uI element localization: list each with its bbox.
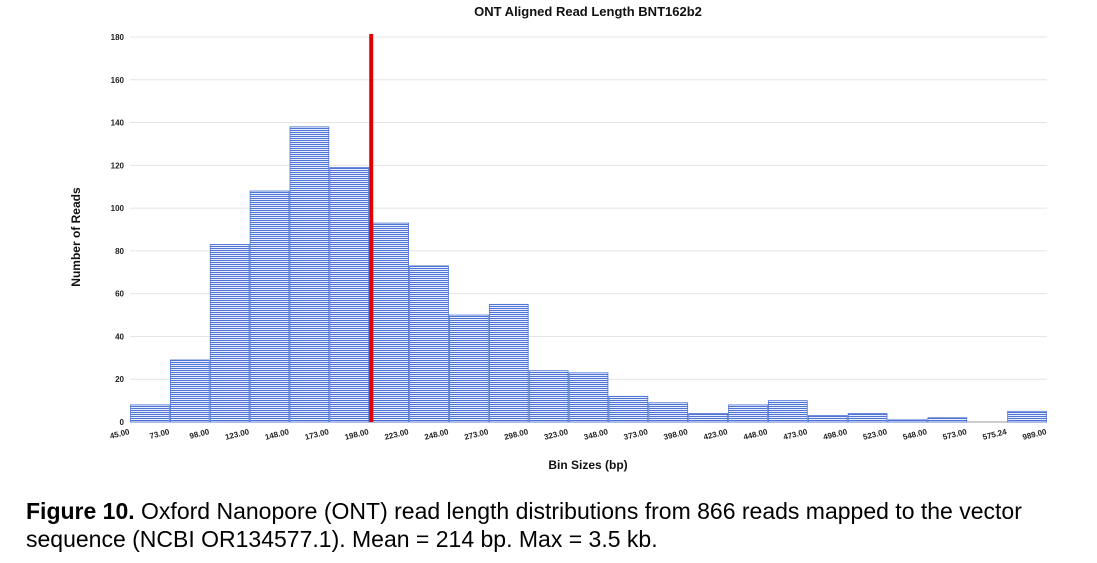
x-tick-label: 148.00 (264, 427, 290, 442)
y-tick-label: 80 (115, 247, 124, 256)
x-tick-label: 123.00 (224, 427, 250, 442)
x-tick-label: 523.00 (862, 427, 888, 442)
histogram-bar (648, 402, 689, 423)
histogram-bar (1007, 410, 1047, 423)
x-tick-label: 448.00 (742, 427, 768, 442)
histogram-bar (249, 190, 290, 423)
y-tick-label: 140 (111, 119, 125, 128)
histogram-bar (688, 413, 728, 423)
x-tick-label: 473.00 (782, 427, 808, 442)
y-tick-label: 160 (111, 76, 125, 85)
histogram-bar (329, 167, 370, 423)
histogram-bar (528, 370, 569, 423)
x-tick-label: 398.00 (663, 427, 689, 442)
histogram-bar (728, 404, 768, 423)
x-tick-label: 323.00 (543, 427, 569, 442)
chart-title: ONT Aligned Read Length BNT162b2 (474, 4, 702, 19)
histogram-bar (169, 359, 210, 423)
x-tick-label: 373.00 (623, 427, 649, 442)
histogram-bar (488, 303, 529, 423)
figure-label: Figure 10. (26, 498, 135, 524)
histogram-svg: 0 20 40 60 80 100 120 140 160 180 45.00 73.00 98.00… (69, 4, 1048, 472)
histogram-bar (568, 372, 609, 423)
x-tick-label: 248.00 (424, 427, 450, 442)
histogram-bar (807, 415, 848, 423)
x-tick-label: 298.00 (503, 427, 529, 442)
x-tick-label: 573.00 (942, 427, 968, 442)
y-tick-label: 180 (111, 33, 125, 42)
histogram-bar (847, 413, 888, 423)
y-tick-label: 0 (120, 418, 125, 427)
x-tick-labels: 45.00 73.00 98.00 123.00 148.00 173.00 198.00 2… (109, 427, 1048, 442)
y-tick-label: 120 (111, 161, 125, 170)
x-axis-label: Bin Sizes (bp) (548, 458, 627, 472)
figure-caption: Figure 10. Oxford Nanopore (ONT) read le… (26, 497, 1091, 553)
x-tick-label: 173.00 (304, 427, 330, 442)
x-tick-label: 223.00 (384, 427, 410, 442)
x-tick-label: 98.00 (189, 427, 211, 441)
histogram-bar (608, 395, 649, 423)
y-tick-labels: 0 20 40 60 80 100 120 140 160 180 (111, 33, 125, 427)
histogram-bar (289, 126, 330, 423)
x-tick-label: 45.00 (109, 427, 131, 441)
x-tick-label: 73.00 (149, 427, 171, 441)
histogram-bar (130, 404, 170, 423)
histogram-bar (449, 314, 489, 423)
x-tick-label: 498.00 (822, 427, 848, 442)
y-tick-label: 100 (111, 204, 125, 213)
x-tick-label: 273.00 (463, 427, 489, 442)
y-tick-label: 40 (115, 332, 124, 341)
x-tick-label: 348.00 (583, 427, 609, 442)
y-tick-label: 60 (115, 290, 124, 299)
caption-text: Oxford Nanopore (ONT) read length distri… (26, 498, 1022, 552)
x-tick-label: 548.00 (902, 427, 928, 442)
histogram-bar (768, 400, 808, 423)
x-tick-label: 575.24 (982, 427, 1008, 442)
histogram-bar (887, 419, 928, 423)
y-axis-label: Number of Reads (69, 187, 83, 287)
histogram-bar (209, 244, 250, 423)
histogram-chart: 0 20 40 60 80 100 120 140 160 180 45.00 73.00 98.00… (69, 4, 1048, 472)
histogram-bar (409, 265, 449, 423)
y-tick-label: 20 (115, 375, 124, 384)
x-tick-label: 423.00 (703, 427, 729, 442)
histogram-bar (369, 222, 409, 423)
x-tick-label: 198.00 (344, 427, 370, 442)
histogram-bar (927, 417, 968, 423)
x-tick-label: 989.00 (1022, 427, 1048, 442)
bars (130, 126, 1047, 423)
